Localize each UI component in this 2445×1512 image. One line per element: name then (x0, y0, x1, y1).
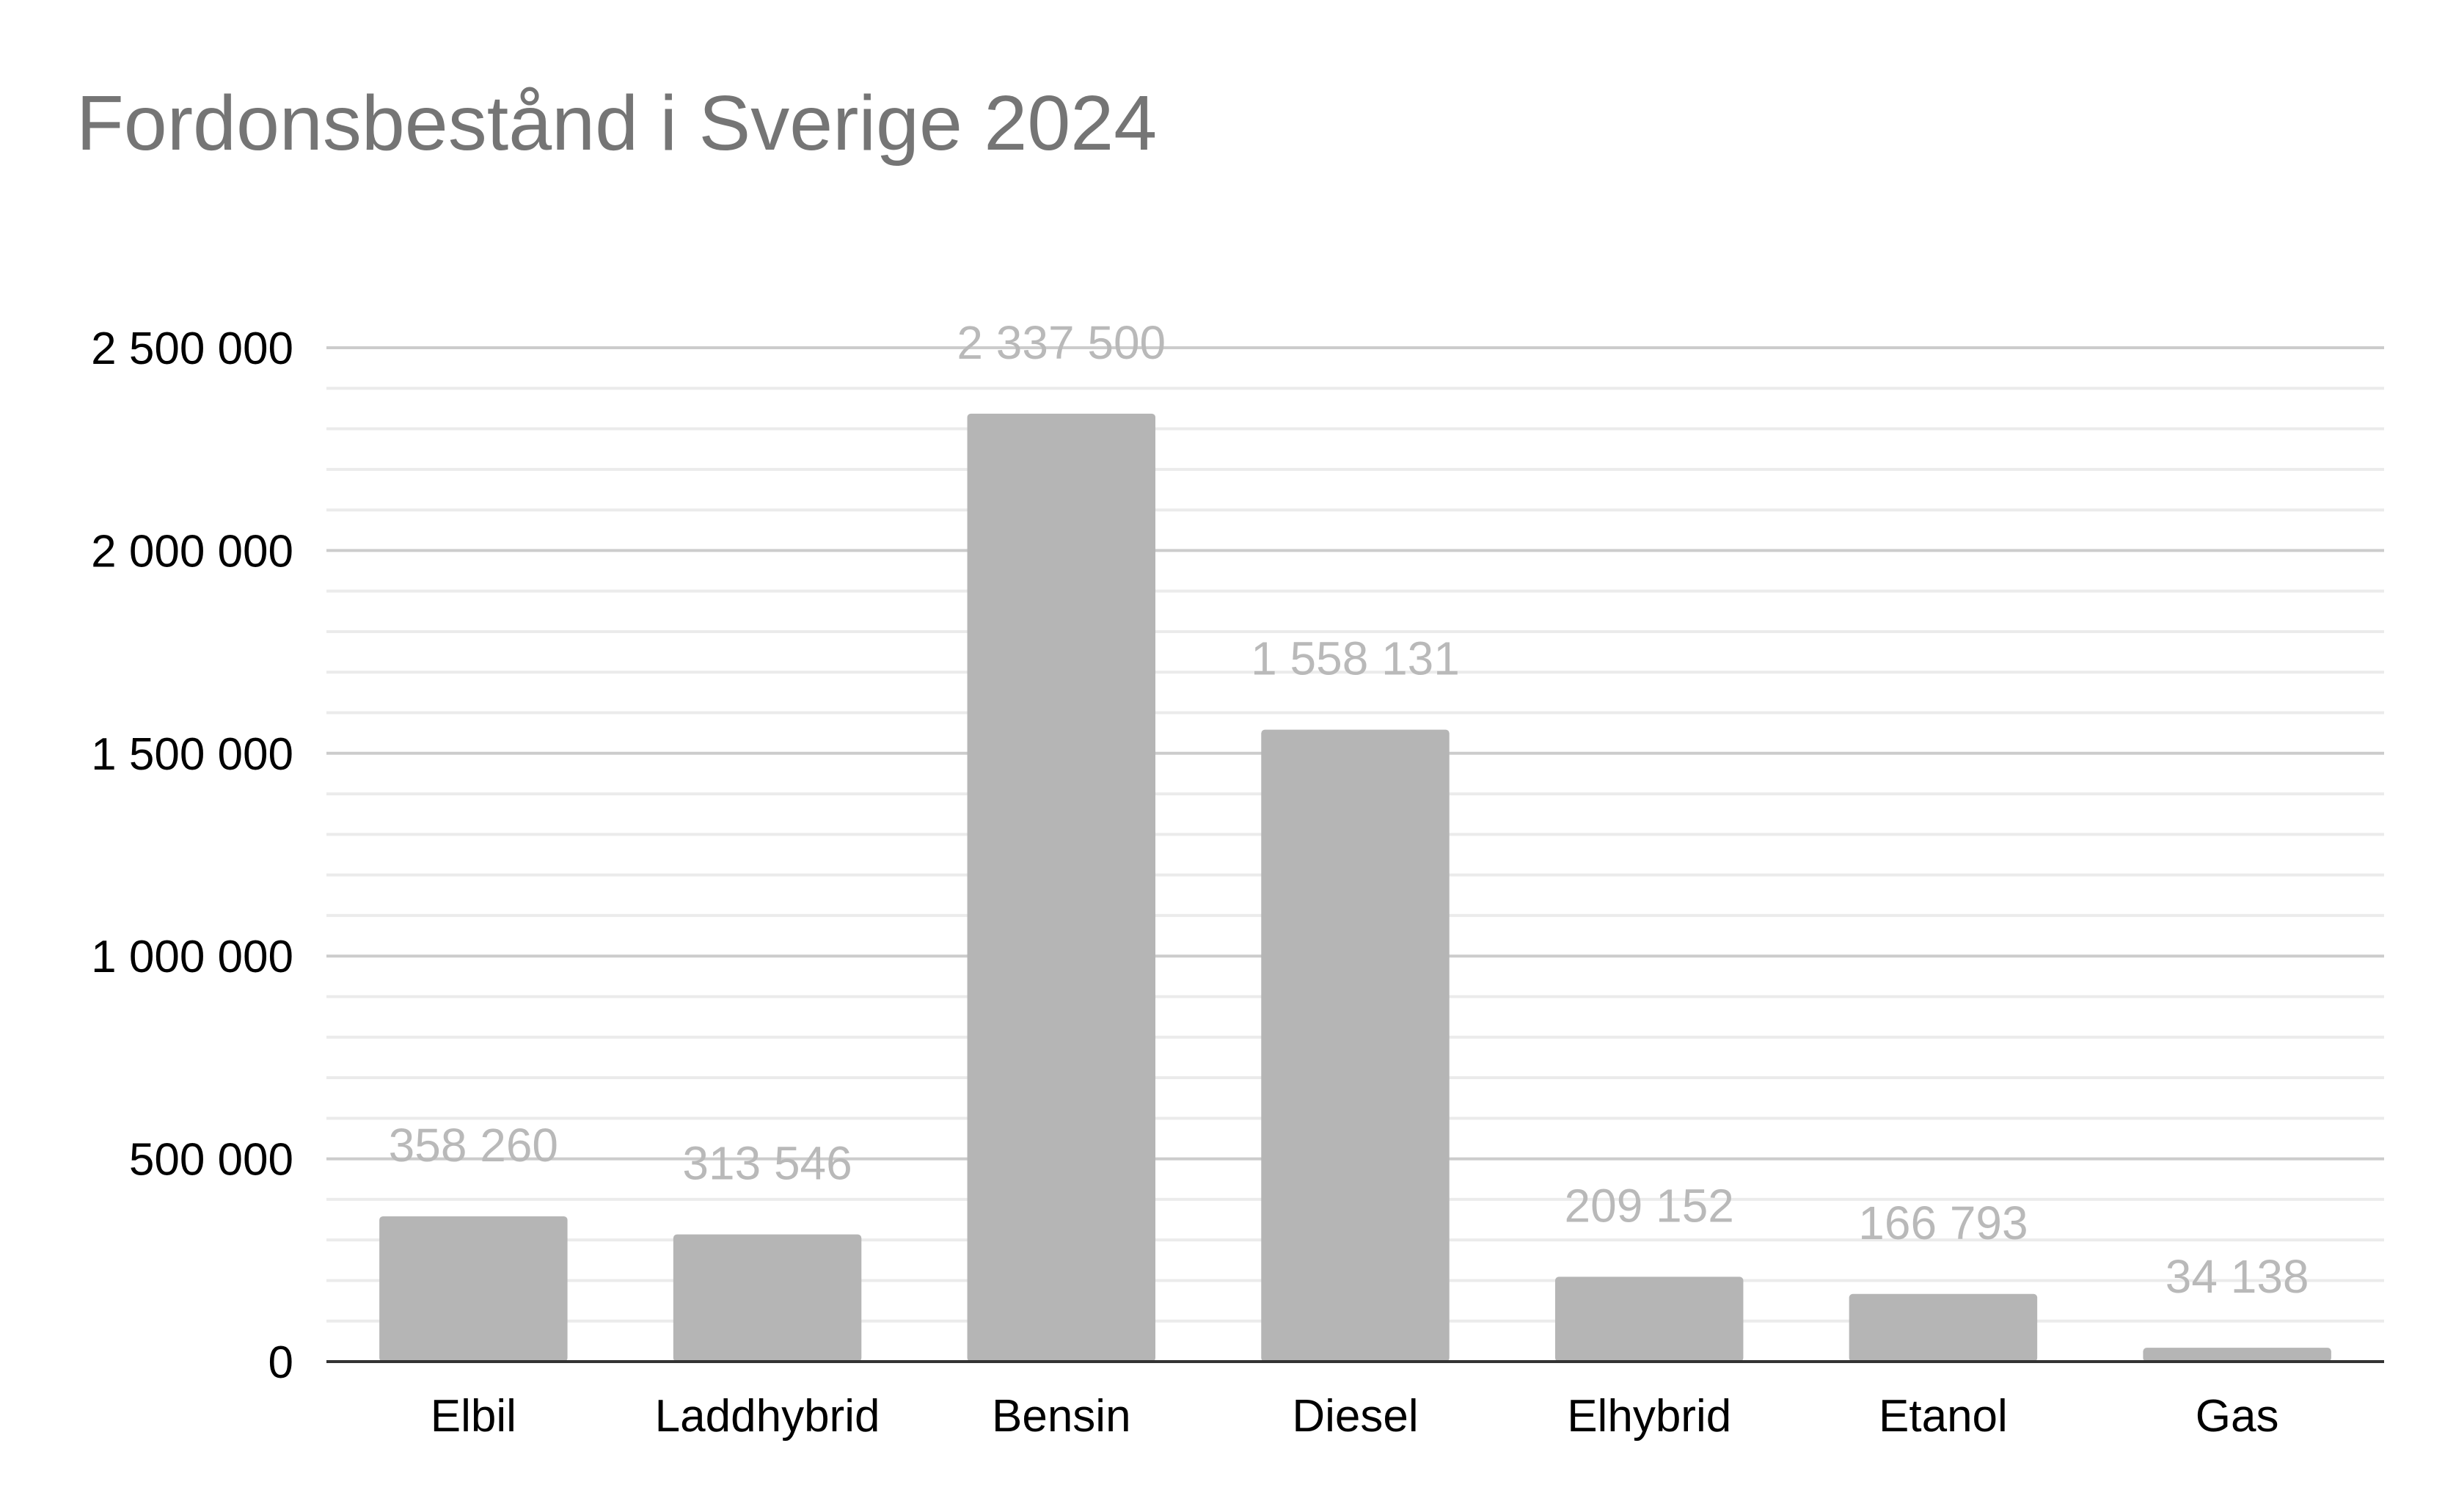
bar-diesel (1261, 729, 1450, 1362)
bar-series (379, 413, 2331, 1362)
y-axis-tick-labels: 0 500 000 1 000 000 1 500 000 2 000 000 2 500… (91, 324, 293, 1388)
x-tick-label: Bensin (992, 1391, 1131, 1442)
x-tick-label: Etanol (1879, 1391, 2008, 1442)
data-label: 1 558 131 (1251, 632, 1460, 685)
x-tick-label: Laddhybrid (655, 1391, 880, 1442)
data-label: 34 138 (2166, 1250, 2309, 1303)
x-axis-tick-labels: Elbil Laddhybrid Bensin Diesel Elhybrid Etano… (431, 1391, 2279, 1442)
data-label: 209 152 (1565, 1179, 1734, 1232)
x-tick-label: Elbil (431, 1391, 516, 1442)
y-tick-label: 2 500 000 (91, 324, 293, 374)
data-labels: 358 260 313 546 2 337 500 1 558 131 209 152 1… (389, 316, 2309, 1303)
y-tick-label: 500 000 (129, 1135, 293, 1186)
data-label: 166 793 (1858, 1197, 2028, 1249)
bar-etanol (1849, 1293, 2038, 1362)
bar-elbil (379, 1216, 568, 1362)
bar-laddhybrid (673, 1234, 862, 1362)
data-label: 313 546 (682, 1137, 852, 1190)
bar-elhybrid (1554, 1277, 1744, 1362)
data-label: 2 337 500 (957, 316, 1166, 369)
bar-bensin (967, 413, 1156, 1362)
chart-title: Fordonsbestånd i Sverige 2024 (76, 80, 1158, 167)
x-tick-label: Diesel (1292, 1391, 1418, 1442)
y-tick-label: 1 500 000 (91, 729, 293, 780)
y-tick-label: 1 000 000 (91, 932, 293, 982)
x-tick-label: Elhybrid (1567, 1391, 1731, 1442)
bar-gas (2143, 1348, 2331, 1362)
y-tick-label: 0 (268, 1337, 293, 1388)
y-tick-label: 2 000 000 (91, 526, 293, 577)
data-label: 358 260 (389, 1119, 558, 1172)
x-tick-label: Gas (2196, 1391, 2279, 1442)
